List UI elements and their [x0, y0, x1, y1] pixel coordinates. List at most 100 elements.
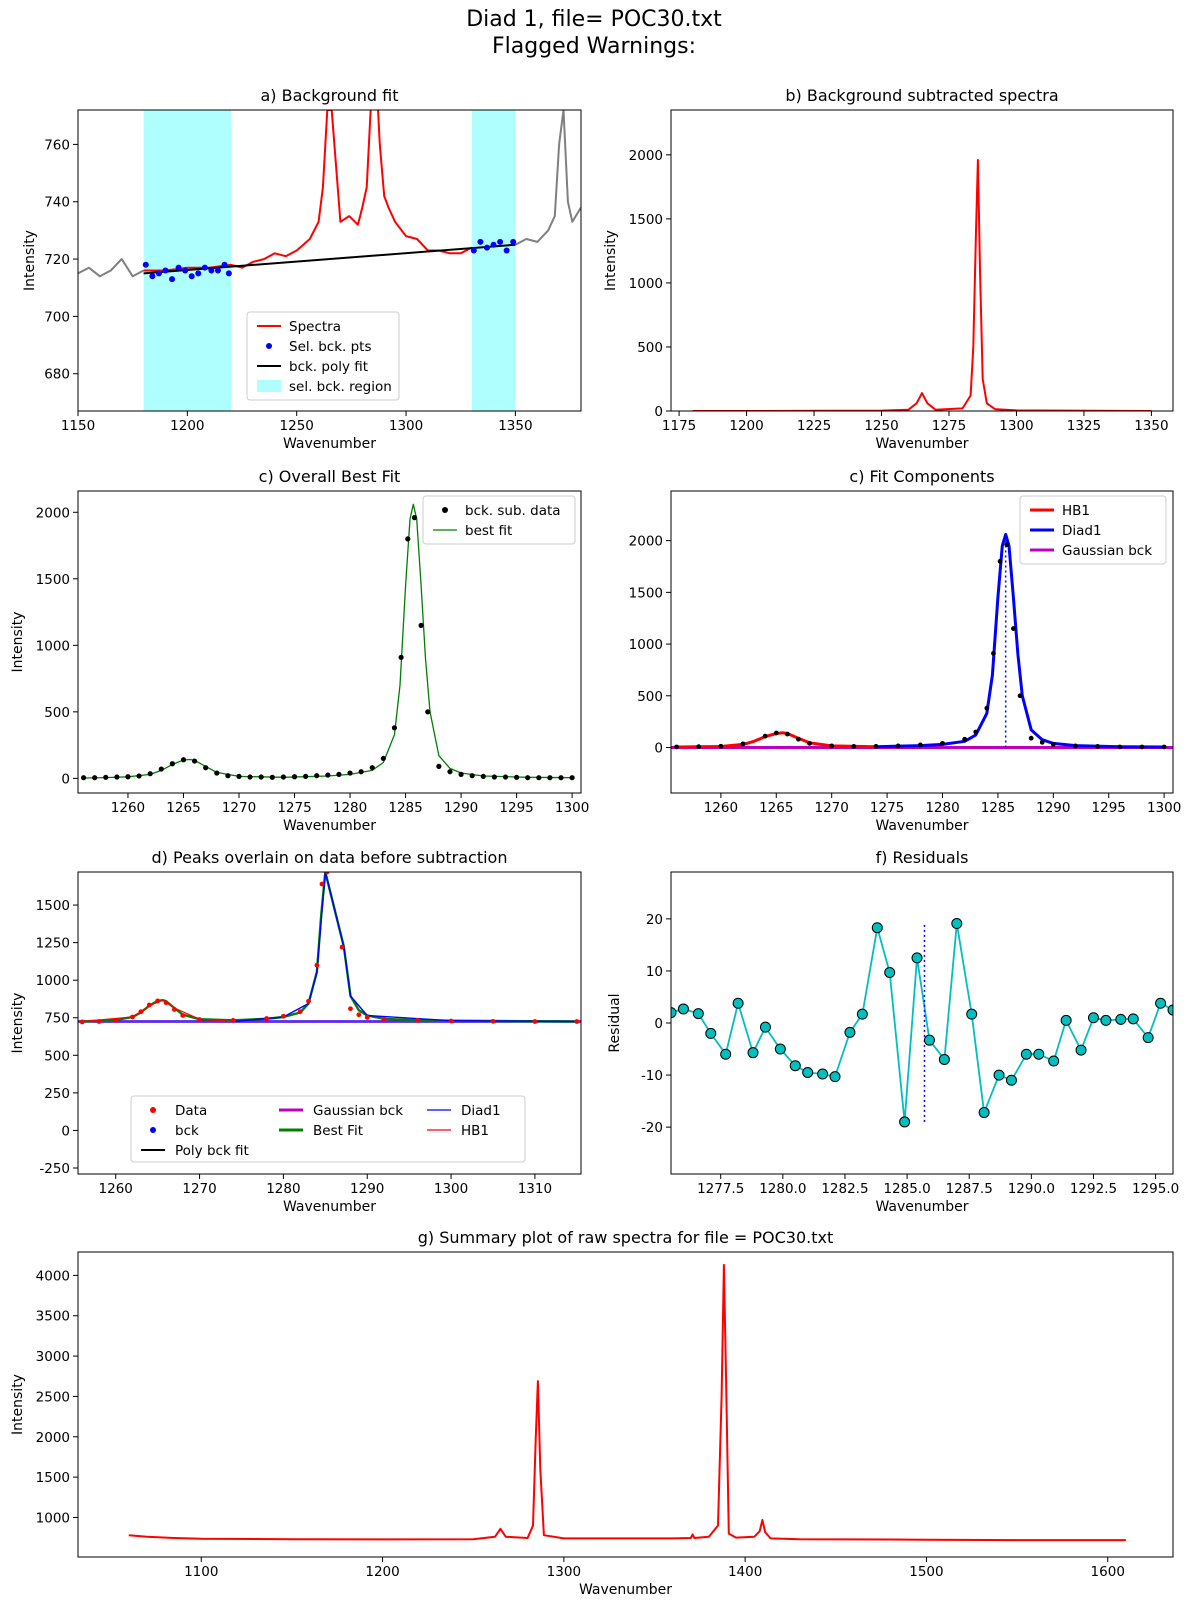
spectra-line — [692, 159, 1152, 411]
sel-bck-point — [490, 241, 497, 248]
bck-sub-data-point — [391, 725, 398, 731]
data-point — [1039, 739, 1045, 745]
legend-label: Diad1 — [1062, 523, 1102, 539]
bck-sub-data-point — [347, 770, 353, 776]
x-tick-label: 1350 — [1134, 418, 1168, 434]
x-tick-label: 1280 — [925, 800, 959, 816]
residual-point — [923, 1034, 935, 1046]
bck-sub-data-point — [547, 775, 553, 781]
data-point — [991, 650, 996, 656]
legend-label: bck — [175, 1123, 199, 1139]
data-point — [1050, 741, 1056, 747]
bck-sub-data-point — [480, 773, 486, 779]
bck-sub-data-point — [418, 622, 424, 628]
x-tick-label: 1250 — [864, 418, 898, 434]
residual-point — [966, 1008, 978, 1020]
bck-sub-data-point — [458, 771, 464, 777]
bck-sub-data-point — [405, 536, 411, 542]
y-tick-label: 500 — [637, 689, 663, 705]
y-tick-label: 740 — [44, 195, 70, 211]
y-tick-label: 1000 — [36, 1510, 70, 1526]
data-point — [348, 1006, 353, 1012]
data-point — [718, 743, 724, 749]
legend-label: Spectra — [289, 319, 341, 335]
bck-sub-data-point — [425, 709, 431, 715]
legend-marker-key — [150, 1107, 156, 1113]
x-tick-label: 1285.0 — [883, 1181, 930, 1197]
residual-point — [1005, 1074, 1017, 1086]
plot-area-d — [78, 872, 581, 1025]
x-tick-label: 1280 — [333, 800, 367, 816]
data-point — [997, 558, 1003, 564]
bck-sub-data-point — [447, 769, 453, 775]
y-tick-label: -10 — [641, 1068, 663, 1084]
residual-point — [871, 922, 883, 934]
residual-point — [1155, 997, 1167, 1009]
legend-label: HB1 — [461, 1123, 489, 1139]
residual-point — [829, 1071, 841, 1083]
legend-patch-key — [257, 380, 281, 392]
residual-point — [911, 952, 923, 964]
axes-frame-f — [670, 871, 1174, 1175]
x-tick-label: 1295.0 — [1132, 1181, 1179, 1197]
diad1-line — [875, 532, 1165, 749]
x-tick-label: 1300 — [1147, 800, 1181, 816]
x-tick-label: 1300 — [434, 1181, 468, 1197]
residual-point — [951, 918, 963, 930]
x-tick-label: 1310 — [518, 1181, 552, 1197]
raw-spectra-line — [128, 1263, 1126, 1542]
data-point — [984, 705, 990, 711]
legend-marker-key — [442, 507, 448, 513]
residual-point — [1087, 1012, 1099, 1024]
y-tick-label: 2000 — [36, 1430, 70, 1446]
y-tick-label: 1250 — [36, 936, 70, 952]
sel-bck-point — [142, 261, 149, 268]
x-tick-label: 1150 — [61, 418, 95, 434]
legend-label: Diad1 — [461, 1103, 501, 1119]
y-tick-label: -20 — [641, 1120, 663, 1136]
y-tick-label: 1500 — [629, 212, 663, 228]
data-point — [364, 1015, 370, 1020]
data-point — [230, 1018, 236, 1023]
x-axis-label-a: Wavenumber — [283, 436, 376, 452]
bck-sub-data-point — [358, 769, 364, 775]
bck-sub-data-point — [158, 766, 164, 772]
bck-sub-data-point — [336, 771, 342, 777]
x-tick-label: 1290 — [1036, 800, 1070, 816]
residual-point — [1127, 1013, 1139, 1025]
chart-c1: 1260 1265 1270 1275 1280 1285 1290 1295 1300 0 500… — [10, 467, 589, 834]
legend-box — [246, 311, 400, 401]
residual-point — [732, 997, 744, 1009]
bck-sub-data-point — [280, 774, 287, 780]
y-tick-label: 0 — [654, 1016, 663, 1032]
data-point — [674, 744, 679, 750]
data-point — [917, 742, 923, 748]
x-axis-label-g: Wavenumber — [579, 1582, 672, 1598]
residual-point — [938, 1053, 950, 1065]
residual-point — [856, 1008, 868, 1020]
sel-bck-point — [169, 276, 176, 283]
x-tick-label: 1290 — [350, 1181, 384, 1197]
data-point — [197, 1017, 202, 1022]
bck-sub-data-point — [558, 775, 564, 781]
axes-frame-c1 — [77, 490, 582, 794]
y-tick-label: 1500 — [36, 1470, 70, 1486]
y-tick-label: 1500 — [36, 898, 70, 914]
data-point — [696, 744, 702, 750]
data-point — [895, 743, 901, 749]
x-tick-label: 1280 — [266, 1181, 300, 1197]
sel-bck-point — [214, 267, 221, 274]
y-tick-label: 500 — [44, 705, 70, 721]
x-tick-label: 1275 — [870, 800, 904, 816]
y-tick-label: 0 — [61, 1123, 70, 1139]
data-point — [324, 872, 330, 875]
data-point — [1017, 693, 1023, 699]
legend-label: Gaussian bck — [313, 1103, 403, 1119]
x-tick-label: 1270 — [182, 1181, 216, 1197]
x-tick-label: 1400 — [728, 1564, 762, 1580]
bck-sub-data-point — [569, 775, 575, 781]
bck-sub-data-point — [203, 765, 209, 771]
y-axis-label-a: Intensity — [22, 230, 38, 291]
data-point — [155, 998, 161, 1004]
chart-d: 1260 1270 1280 1290 1300 1310 -250 0 250 500 750 10… — [10, 848, 582, 1215]
